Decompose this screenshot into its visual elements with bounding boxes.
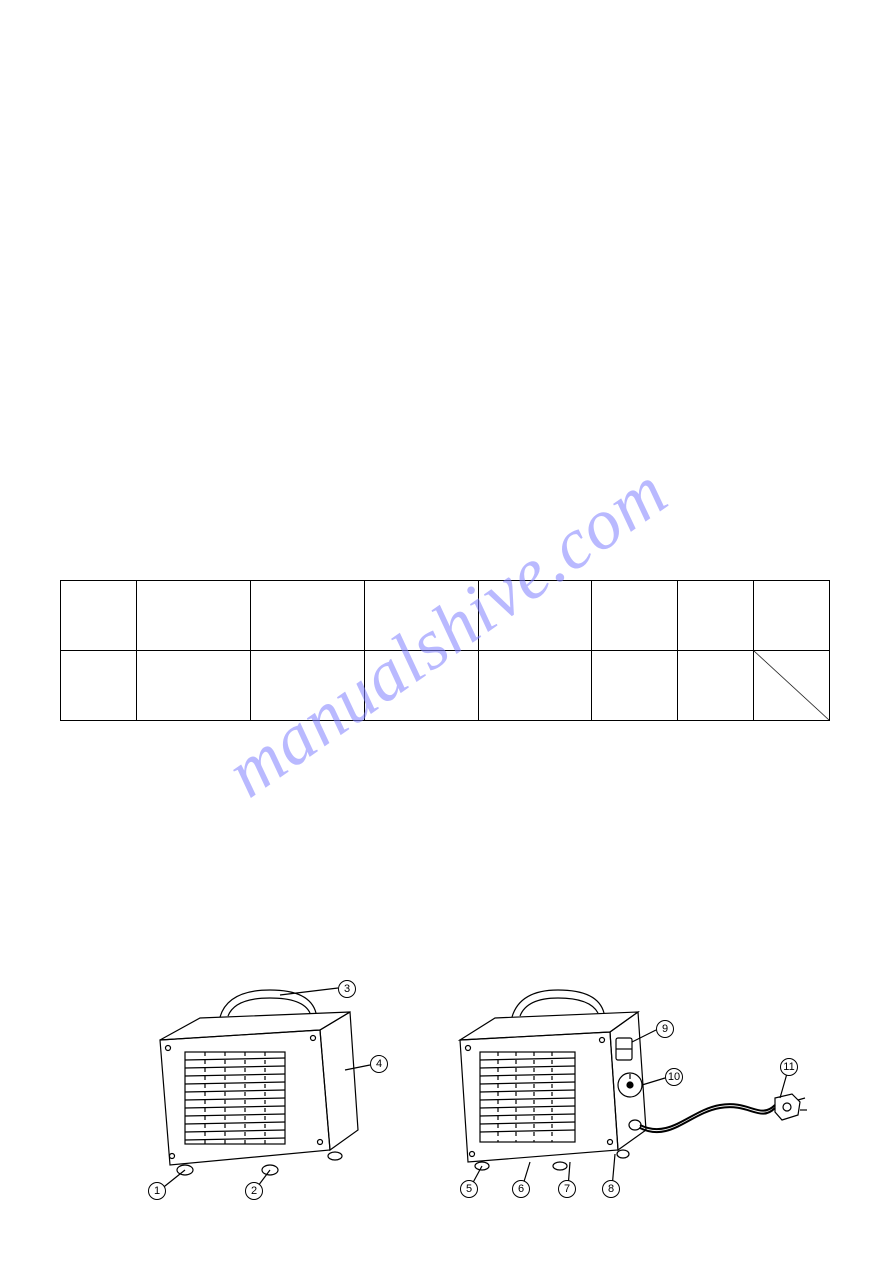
callout-9: 9 [656,1020,674,1038]
callout-7: 7 [558,1180,576,1198]
table-cell [61,581,137,651]
table-cell [137,581,251,651]
callout-3: 3 [338,980,356,998]
callout-11: 11 [780,1058,798,1076]
table-row [61,651,830,721]
callout-8: 8 [602,1180,620,1198]
callout-4: 4 [370,1055,388,1073]
callout-5: 5 [460,1180,478,1198]
table-cell [592,581,678,651]
callout-10: 10 [665,1068,683,1086]
table-cell [364,651,478,721]
table-row [61,581,830,651]
callout-2: 2 [245,1182,263,1200]
table-cell [677,581,753,651]
table-cell [478,651,592,721]
spec-table [60,580,830,721]
callout-1: 1 [148,1182,166,1200]
table-cell [250,581,364,651]
page-container: manualshive.com [0,0,893,1263]
table-cell-diagonal [753,651,829,721]
table-cell [250,651,364,721]
table-cell [753,581,829,651]
table-cell [677,651,753,721]
front-view: 1 2 3 4 [120,970,390,1200]
table-cell [478,581,592,651]
front-view-svg [120,970,390,1200]
table-cell [61,651,137,721]
callout-6: 6 [512,1180,530,1198]
rear-view-svg [440,970,810,1200]
table-cell [592,651,678,721]
rear-view: 5 6 7 8 9 10 11 [440,970,810,1200]
table-cell [137,651,251,721]
product-diagram: 1 2 3 4 [120,960,820,1200]
table-cell [364,581,478,651]
